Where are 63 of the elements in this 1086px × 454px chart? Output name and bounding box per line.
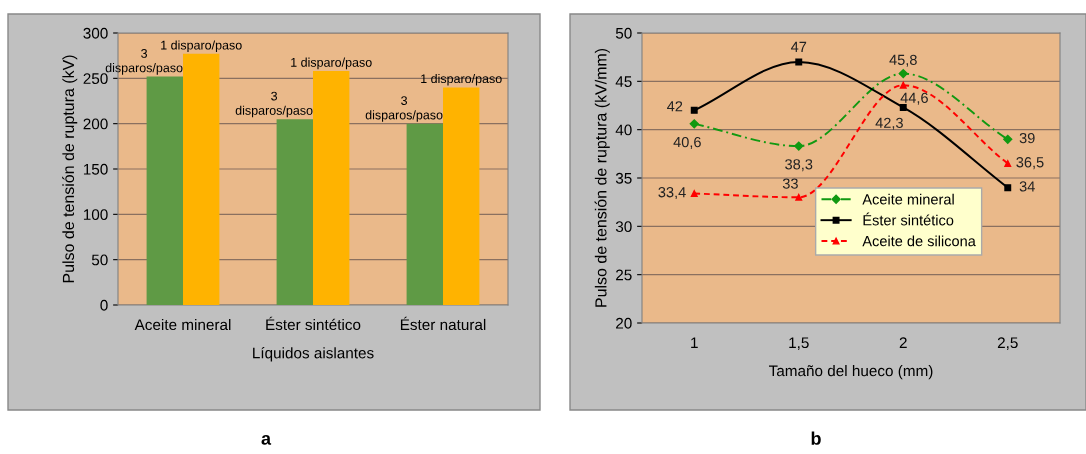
bar xyxy=(406,123,443,305)
point xyxy=(1004,160,1012,167)
y-tick-label: 35 xyxy=(615,172,632,184)
bar xyxy=(183,53,220,305)
bar xyxy=(276,119,313,305)
data-label: 40,6 xyxy=(673,136,701,149)
text: 1 disparo/paso xyxy=(291,57,372,70)
legend-label: Éster sintético xyxy=(863,212,954,226)
point xyxy=(795,193,803,201)
x-axis-title: Líquidos aislantes xyxy=(253,347,374,362)
y-axis-title: Pulso de tensión de ruptura (kV/mm) xyxy=(594,48,610,307)
bar xyxy=(443,87,480,305)
point xyxy=(1004,184,1012,192)
y-tick-label: 150 xyxy=(83,163,108,175)
point xyxy=(899,81,907,89)
y-tick-label: 25 xyxy=(616,269,632,281)
x-tick-label: 2,5 xyxy=(997,337,1018,350)
y-tick-label: 50 xyxy=(91,254,108,266)
y-tick-label: 50 xyxy=(615,27,632,39)
point xyxy=(1003,134,1013,144)
data-label: 33,4 xyxy=(658,187,686,200)
bar xyxy=(313,71,350,305)
y-tick-label: 300 xyxy=(83,27,108,39)
point xyxy=(690,106,698,114)
data-label: 42,3 xyxy=(875,117,903,130)
legend-label: Aceite mineral xyxy=(862,193,954,205)
x-axis-title: Tamaño del hueco (mm) xyxy=(768,365,933,380)
text: a xyxy=(261,434,272,445)
data-label: 34 xyxy=(1019,181,1035,192)
data-label: 39 xyxy=(1019,132,1035,144)
data-label: 38,3 xyxy=(785,159,813,172)
point xyxy=(690,189,698,197)
y-tick-label: 30 xyxy=(615,221,632,233)
y-tick-label: 40 xyxy=(615,124,632,136)
point xyxy=(898,68,908,79)
legend-label: Aceite de silicona xyxy=(862,235,976,247)
y-tick-label: 0 xyxy=(100,299,108,311)
x-tick-label: Aceite mineral xyxy=(134,318,231,331)
y-tick-label: 45 xyxy=(615,76,632,88)
text: 3 disparos/paso xyxy=(365,96,443,122)
data-label: 36,5 xyxy=(1016,157,1044,170)
y-tick-label: 250 xyxy=(83,73,108,85)
bar xyxy=(146,76,183,305)
point xyxy=(795,58,803,66)
data-label: 45,8 xyxy=(889,54,917,67)
y-tick-label: 200 xyxy=(83,118,108,130)
data-label: 44,6 xyxy=(900,92,928,105)
y-tick-label: 100 xyxy=(83,209,108,221)
x-tick-label: 1 xyxy=(691,337,698,348)
y-tick-label: 20 xyxy=(616,317,632,329)
x-tick-label: 2 xyxy=(899,337,907,348)
point xyxy=(794,141,804,151)
text: 1 disparo/paso xyxy=(421,73,502,86)
y-axis-title: Pulso de tensión de ruptura (kV) xyxy=(62,55,78,283)
data-label: 47 xyxy=(790,41,807,52)
data-label: 33 xyxy=(782,178,798,189)
text: b xyxy=(811,431,821,445)
point xyxy=(689,119,699,129)
x-tick-label: 1,5 xyxy=(789,337,809,350)
x-tick-label: Éster sintético xyxy=(266,316,361,331)
x-tick-label: Éster natural xyxy=(400,316,486,331)
data-label: 42 xyxy=(667,101,683,112)
text: 3 disparos/paso xyxy=(235,91,313,118)
